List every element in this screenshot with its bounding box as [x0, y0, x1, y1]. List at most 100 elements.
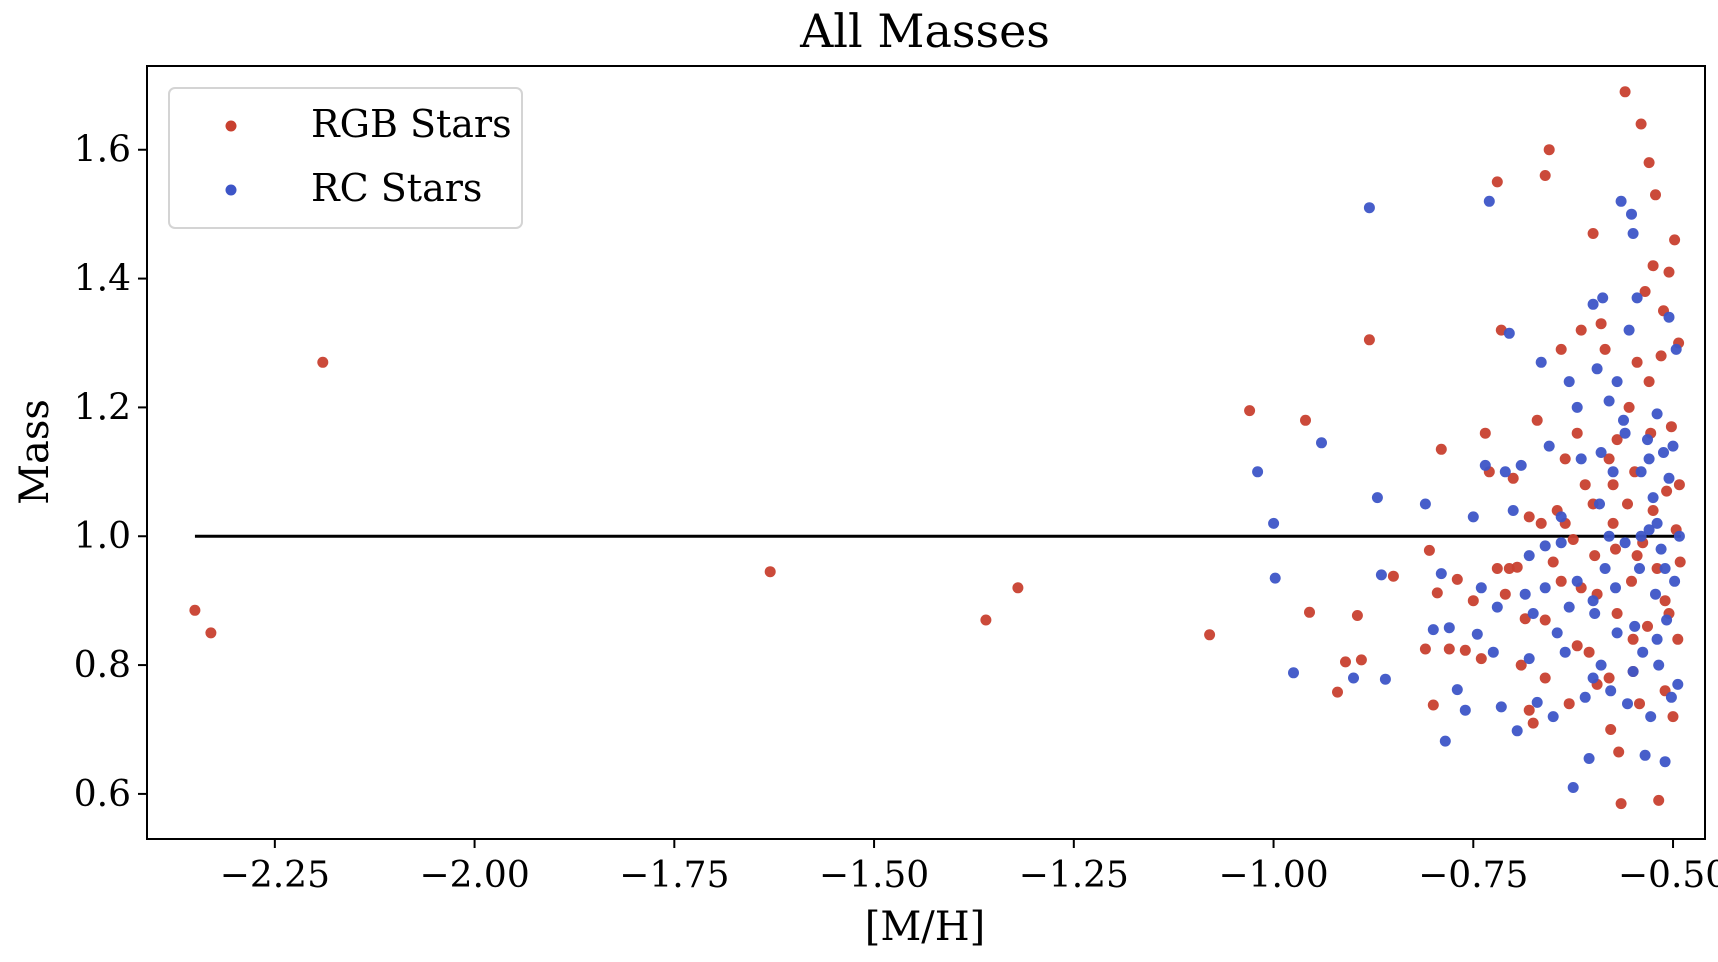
data-point — [1527, 608, 1539, 619]
data-point — [1587, 228, 1599, 239]
data-point — [1626, 575, 1637, 587]
data-point — [1642, 620, 1653, 632]
data-point — [1539, 672, 1551, 684]
data-point — [1563, 698, 1575, 710]
data-point — [1587, 595, 1599, 607]
data-point — [1491, 601, 1503, 613]
legend-label-rgb: RGB Stars — [311, 102, 512, 146]
data-point — [1651, 517, 1663, 529]
data-point — [1667, 711, 1679, 723]
data-point — [1316, 437, 1327, 449]
data-point — [1583, 646, 1595, 658]
data-point — [1661, 485, 1673, 497]
data-point — [1507, 505, 1519, 516]
data-point — [1503, 327, 1515, 339]
data-point — [1607, 479, 1619, 491]
data-point — [1603, 395, 1615, 407]
data-point — [1653, 794, 1665, 806]
data-point — [1669, 234, 1681, 246]
data-point — [1363, 334, 1375, 346]
data-point — [1659, 563, 1671, 574]
data-point — [1479, 427, 1491, 439]
x-tick-label: −0.50 — [1618, 855, 1718, 896]
data-point — [1571, 640, 1583, 652]
chart-title: All Masses — [799, 4, 1050, 58]
data-point — [1487, 646, 1499, 658]
data-point — [1670, 343, 1682, 355]
y-tick-label: 0.6 — [74, 774, 131, 815]
data-point — [1423, 544, 1435, 556]
data-point — [1471, 628, 1483, 640]
data-point — [1673, 479, 1685, 491]
data-point — [1268, 517, 1280, 529]
data-point — [1539, 582, 1551, 594]
data-point — [1379, 673, 1391, 685]
x-axis-label: [M/H] — [865, 904, 986, 950]
data-point — [1672, 678, 1684, 690]
data-point — [1483, 195, 1495, 207]
data-point — [1555, 511, 1567, 523]
data-point — [1351, 610, 1363, 621]
data-point — [1635, 466, 1647, 478]
data-point — [1244, 405, 1256, 417]
data-point — [1443, 622, 1455, 634]
data-point — [1603, 672, 1615, 684]
y-axis: 0.6 0.8 1.0 1.2 1.4 1.6 — [74, 130, 147, 815]
y-tick-label: 1.0 — [74, 516, 131, 557]
data-point — [1491, 176, 1503, 188]
data-point — [1603, 530, 1615, 542]
data-point — [1667, 440, 1679, 452]
data-point — [1637, 646, 1649, 658]
data-point — [1527, 717, 1539, 729]
data-point — [1551, 627, 1563, 639]
data-point — [1523, 653, 1535, 665]
data-point — [1459, 644, 1471, 656]
data-point — [1647, 260, 1659, 272]
data-point — [1611, 627, 1623, 639]
data-point — [1659, 756, 1671, 768]
data-point — [1607, 466, 1619, 478]
data-point — [1631, 550, 1643, 562]
data-point — [1663, 266, 1675, 278]
data-point — [1515, 459, 1527, 471]
data-point — [1615, 798, 1627, 810]
data-point — [1523, 704, 1535, 716]
data-point — [1583, 753, 1595, 764]
data-point — [1535, 356, 1547, 368]
data-point — [1603, 453, 1615, 465]
data-point — [1563, 601, 1575, 613]
data-point — [1659, 595, 1671, 607]
data-point — [1531, 414, 1543, 426]
data-point — [1631, 292, 1643, 304]
data-point — [1511, 561, 1523, 573]
x-tick-label: −1.75 — [619, 855, 729, 896]
data-point — [1539, 614, 1551, 626]
data-point — [1647, 505, 1659, 516]
data-point — [1651, 408, 1663, 420]
data-point — [1591, 363, 1603, 375]
data-point — [1615, 195, 1627, 207]
data-point — [1587, 672, 1599, 684]
data-point — [1535, 517, 1547, 529]
data-point — [205, 627, 217, 639]
data-point — [1589, 608, 1601, 619]
data-point — [1594, 498, 1605, 510]
data-point — [1643, 157, 1655, 169]
x-tick-label: −0.75 — [1418, 855, 1528, 896]
x-tick-label: −2.00 — [419, 855, 529, 896]
data-point — [1547, 556, 1559, 568]
data-point — [1587, 298, 1599, 310]
data-point — [1611, 376, 1623, 388]
data-point — [1613, 746, 1625, 758]
data-point — [1519, 613, 1531, 625]
data-points — [189, 86, 1686, 810]
data-point — [1419, 498, 1431, 510]
data-point — [1531, 696, 1543, 708]
data-point — [1622, 698, 1633, 710]
series-rc — [1252, 195, 1685, 793]
data-point — [980, 614, 992, 626]
data-point — [1643, 524, 1655, 536]
data-point — [1499, 588, 1511, 600]
data-point — [1571, 575, 1583, 587]
plot-area — [189, 86, 1686, 810]
